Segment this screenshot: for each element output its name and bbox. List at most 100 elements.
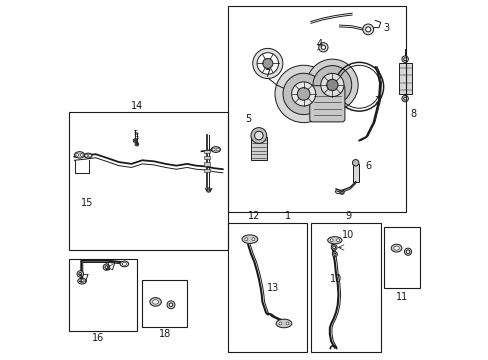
Circle shape: [401, 95, 407, 102]
Circle shape: [206, 188, 210, 192]
Text: 14: 14: [130, 102, 143, 112]
Circle shape: [403, 97, 406, 100]
Bar: [203, 149, 209, 153]
Circle shape: [135, 142, 139, 146]
Ellipse shape: [78, 278, 86, 284]
Circle shape: [88, 154, 91, 157]
Circle shape: [79, 273, 81, 275]
Bar: [352, 164, 358, 182]
Bar: [203, 168, 209, 172]
Circle shape: [306, 59, 357, 111]
Circle shape: [244, 238, 247, 240]
Circle shape: [291, 82, 315, 106]
Ellipse shape: [242, 235, 257, 243]
Bar: [228, 6, 405, 212]
Bar: [203, 162, 209, 166]
Bar: [203, 156, 209, 159]
Ellipse shape: [152, 300, 158, 304]
Circle shape: [336, 239, 339, 242]
Circle shape: [320, 73, 343, 96]
Circle shape: [329, 239, 332, 242]
Ellipse shape: [149, 298, 161, 306]
Circle shape: [283, 73, 324, 114]
Bar: [69, 259, 137, 330]
Ellipse shape: [84, 153, 92, 158]
Circle shape: [103, 264, 109, 270]
Circle shape: [321, 45, 325, 49]
Circle shape: [403, 58, 406, 60]
Text: 17: 17: [105, 262, 117, 272]
Bar: [250, 137, 266, 160]
Ellipse shape: [122, 262, 126, 265]
Circle shape: [262, 58, 272, 68]
Circle shape: [404, 248, 411, 255]
Bar: [384, 226, 419, 288]
Ellipse shape: [211, 147, 220, 152]
Text: 1: 1: [284, 211, 290, 221]
Circle shape: [406, 250, 409, 253]
Text: 16: 16: [92, 333, 104, 343]
Text: 3: 3: [382, 23, 388, 33]
Circle shape: [285, 322, 288, 325]
Circle shape: [76, 153, 79, 156]
Circle shape: [297, 87, 309, 100]
Circle shape: [105, 266, 108, 269]
Text: 11: 11: [395, 292, 407, 302]
FancyBboxPatch shape: [309, 86, 344, 122]
Circle shape: [251, 238, 254, 240]
Circle shape: [85, 154, 88, 157]
Text: 5: 5: [244, 114, 251, 124]
Bar: [228, 223, 306, 352]
Text: 2: 2: [373, 96, 380, 106]
Text: 17: 17: [78, 274, 90, 284]
Circle shape: [134, 140, 136, 141]
Circle shape: [136, 143, 137, 145]
Circle shape: [212, 148, 215, 151]
Circle shape: [254, 131, 263, 140]
Circle shape: [365, 27, 370, 32]
Circle shape: [169, 303, 172, 307]
Bar: [310, 223, 380, 352]
Bar: [69, 112, 228, 250]
Circle shape: [339, 190, 344, 194]
Circle shape: [252, 48, 282, 78]
Circle shape: [401, 56, 407, 62]
Ellipse shape: [393, 246, 398, 250]
Ellipse shape: [74, 152, 84, 158]
Circle shape: [362, 24, 373, 35]
Ellipse shape: [276, 319, 291, 328]
Circle shape: [257, 53, 278, 74]
Text: 12: 12: [248, 211, 260, 221]
Ellipse shape: [80, 280, 84, 283]
Text: 10: 10: [329, 274, 341, 284]
Circle shape: [340, 191, 343, 193]
Text: 13: 13: [266, 283, 279, 293]
Circle shape: [274, 65, 332, 123]
Circle shape: [352, 159, 358, 166]
Circle shape: [326, 79, 337, 91]
Text: 10: 10: [341, 230, 353, 239]
Circle shape: [250, 128, 266, 143]
Ellipse shape: [327, 237, 341, 244]
Circle shape: [80, 153, 83, 156]
Circle shape: [332, 246, 335, 249]
Bar: [399, 63, 411, 94]
Circle shape: [133, 139, 137, 142]
Text: 15: 15: [81, 198, 93, 208]
Circle shape: [77, 271, 83, 277]
Circle shape: [318, 42, 327, 52]
Circle shape: [330, 244, 336, 250]
Text: 8: 8: [410, 109, 416, 119]
Ellipse shape: [390, 244, 401, 252]
Text: 6: 6: [365, 161, 370, 171]
Circle shape: [167, 301, 175, 309]
Text: 7: 7: [264, 69, 270, 79]
Circle shape: [312, 66, 351, 104]
Text: 4: 4: [316, 39, 322, 49]
Circle shape: [333, 253, 335, 255]
Circle shape: [216, 148, 219, 151]
Bar: [142, 280, 187, 327]
Ellipse shape: [120, 261, 128, 267]
Circle shape: [207, 189, 209, 191]
Circle shape: [332, 252, 337, 257]
